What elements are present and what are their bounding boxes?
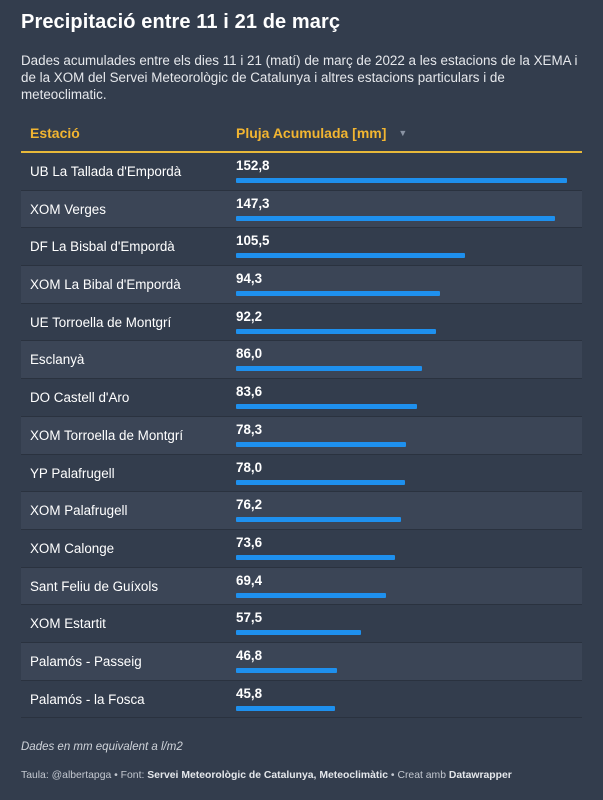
rain-bar (236, 630, 361, 636)
table-row: XOM Estartit 57,5 (21, 605, 582, 643)
table-row: XOM Verges 147,3 (21, 190, 582, 229)
rain-bar (236, 366, 423, 372)
rain-value-label: 76,2 (236, 497, 263, 513)
rain-bar (236, 178, 567, 183)
station-name: DO Castell d'Aro (30, 390, 130, 406)
footer-prefix: Taula: @albertapga • Font: (21, 770, 148, 781)
table-row: XOM Torroella de Montgrí 78,3 (21, 416, 582, 455)
rain-value-label: 57,5 (236, 610, 263, 626)
table-row: XOM Palafrugell 76,2 (21, 492, 582, 530)
rain-bar (236, 705, 336, 711)
rain-bar (236, 667, 338, 673)
station-name: DF La Bisbal d'Empordà (30, 239, 175, 255)
rain-bar (236, 441, 406, 447)
footer-source: Servei Meteorològic de Catalunya, Meteoc… (147, 770, 389, 781)
rain-value-label: 69,4 (236, 572, 263, 588)
table-header: Estació Pluja Acumulada [mm] ▼ (21, 118, 582, 153)
sort-descending-icon[interactable]: ▼ (398, 128, 408, 138)
rain-value-label: 86,0 (236, 346, 263, 362)
rain-bar (236, 253, 465, 259)
rain-bar (236, 215, 556, 221)
station-name: XOM Estartit (30, 616, 106, 632)
chart-title: Precipitació entre 11 i 21 de març (21, 11, 341, 33)
rain-value-label: 105,5 (236, 233, 270, 249)
rain-bar (236, 404, 418, 410)
rain-bar (236, 328, 436, 334)
column-header-rain-label: Pluja Acumulada [mm] (236, 125, 387, 141)
table-row: XOM Calonge 73,6 (21, 530, 582, 568)
table-row: UE Torroella de Montgrí 92,2 (21, 304, 582, 342)
table-body: UB La Tallada d'Empordà 152,8 XOM Verges 14… (21, 153, 582, 719)
table-row: DF La Bisbal d'Empordà 105,5 (21, 228, 582, 267)
station-name: XOM Verges (30, 201, 106, 217)
rain-value-label: 78,3 (236, 421, 263, 437)
station-name: Palamós - Passeig (30, 653, 142, 669)
column-header-station[interactable]: Estació (30, 125, 80, 141)
station-name: Esclanyà (30, 352, 85, 368)
rain-value-label: 45,8 (236, 685, 263, 701)
station-name: Palamós - la Fosca (30, 691, 145, 707)
footer-middle: • Creat amb (388, 770, 449, 781)
chart-subtitle: Dades acumulades entre els dies 11 i 21 … (21, 53, 578, 102)
rain-value-label: 78,0 (236, 459, 263, 475)
station-name: XOM Torroella de Montgrí (30, 427, 184, 443)
chart-note: Dades en mm equivalent a l/m2 (21, 741, 183, 753)
station-name: UE Torroella de Montgrí (30, 314, 172, 330)
rain-value-label: 46,8 (236, 647, 263, 663)
table-row: DO Castell d'Aro 83,6 (21, 379, 582, 417)
station-name: YP Palafrugell (30, 465, 115, 481)
table-row: Palamós - la Fosca 45,8 (21, 681, 582, 719)
station-name: UB La Tallada d'Empordà (30, 164, 182, 179)
table-row: Esclanyà 86,0 (21, 341, 582, 380)
rain-bar (236, 554, 396, 560)
rain-bar (236, 291, 441, 297)
rain-bar (236, 517, 402, 523)
station-name: XOM Palafrugell (30, 503, 128, 519)
table-row: YP Palafrugell 78,0 (21, 455, 582, 493)
footer-tool-link[interactable]: Datawrapper (448, 770, 512, 781)
table-row: UB La Tallada d'Empordà 152,8 (21, 153, 582, 191)
table-row: XOM La Bibal d'Empordà 94,3 (21, 266, 582, 304)
rain-value-label: 92,2 (236, 308, 263, 324)
rain-bar (236, 479, 405, 485)
station-name: Sant Feliu de Guíxols (30, 578, 159, 594)
column-header-rain[interactable]: Pluja Acumulada [mm] ▼ (236, 125, 407, 141)
table-row: Palamós - Passeig 46,8 (21, 642, 582, 681)
station-name: XOM Calonge (30, 540, 115, 556)
station-name: XOM La Bibal d'Empordà (30, 277, 181, 293)
chart-footer: Taula: @albertapga • Font: Servei Meteor… (21, 770, 512, 781)
rain-bar (236, 592, 387, 598)
table-row: Sant Feliu de Guíxols 69,4 (21, 567, 582, 606)
rain-value-label: 94,3 (236, 271, 263, 287)
rain-value-label: 147,3 (236, 195, 270, 211)
rain-value-label: 152,8 (236, 158, 270, 173)
rain-value-label: 73,6 (236, 534, 263, 550)
rain-value-label: 83,6 (236, 384, 263, 400)
